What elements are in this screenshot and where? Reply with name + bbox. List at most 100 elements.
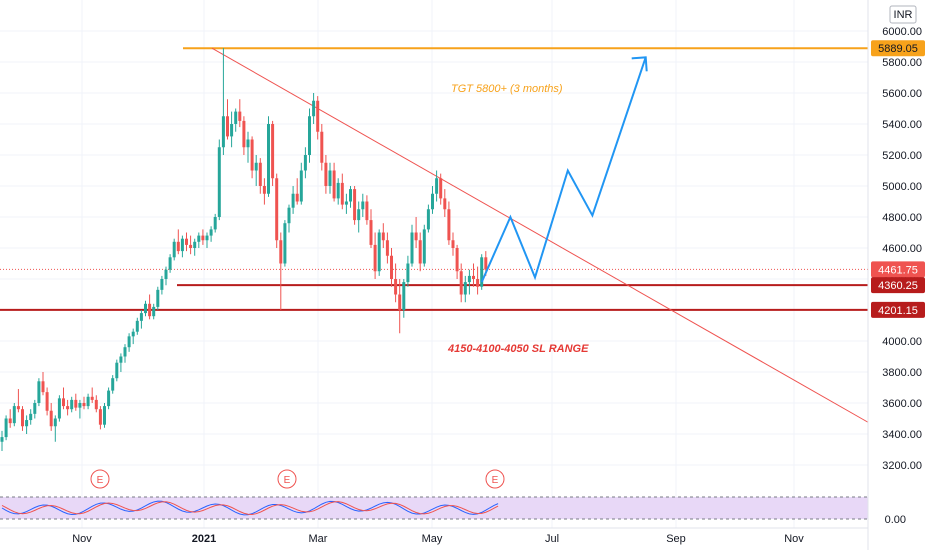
- candle-body: [324, 162, 328, 186]
- candle-body: [103, 406, 106, 425]
- candle-body: [57, 398, 61, 419]
- candle-body: [74, 399, 78, 408]
- candle-body: [279, 240, 283, 264]
- candle-body: [463, 282, 467, 295]
- candle-body: [254, 162, 258, 171]
- candle-body: [373, 244, 377, 272]
- x-tick-label: Jul: [545, 533, 559, 545]
- time-axis: Nov 2021 Mar May Jul Sep Nov: [0, 527, 868, 545]
- candle-body: [135, 320, 139, 332]
- candle-body: [308, 116, 311, 155]
- y-tick-label: 6000.00: [882, 26, 922, 38]
- candle-body: [4, 418, 8, 438]
- candle-body: [459, 271, 463, 295]
- candle-body: [365, 201, 369, 221]
- candle-body: [172, 241, 176, 258]
- price-level-badge: [871, 301, 925, 318]
- candle-body: [168, 257, 172, 270]
- candle-body: [12, 406, 16, 424]
- candle-body: [295, 193, 299, 202]
- candle-body: [78, 403, 82, 408]
- candle-body: [320, 131, 324, 163]
- candle-body: [193, 241, 197, 248]
- candle-body: [33, 403, 37, 414]
- candle-body: [53, 418, 57, 427]
- candle-body: [267, 124, 270, 194]
- oscillator-d-line: [1, 501, 499, 515]
- x-tick-label: Nov: [784, 533, 804, 545]
- price-level-label: 4201.15: [878, 305, 918, 317]
- candle-body: [164, 269, 168, 279]
- candle-body: [410, 232, 414, 264]
- candle-body: [98, 409, 102, 425]
- candle-body: [8, 418, 12, 424]
- candle-body: [217, 147, 221, 217]
- candle-body: [197, 235, 201, 242]
- candle-body: [414, 232, 418, 241]
- candle-body: [312, 100, 316, 117]
- candle-body: [336, 182, 340, 199]
- y-tick-label: 3400.00: [882, 429, 922, 441]
- candle-body: [25, 420, 29, 427]
- candle-body: [246, 139, 250, 148]
- x-tick-label: Nov: [72, 533, 92, 545]
- candle-body: [394, 279, 398, 295]
- y-tick-label: 4000.00: [882, 336, 922, 348]
- y-tick-label: 4800.00: [882, 212, 922, 224]
- candle-body: [29, 413, 33, 421]
- candle-body: [447, 209, 451, 241]
- price-level-badge: [871, 277, 925, 294]
- target-annotation: TGT 5800+ (3 months): [451, 83, 563, 95]
- candle-body: [328, 170, 332, 186]
- currency-badge[interactable]: [889, 5, 917, 24]
- candle-body: [176, 241, 180, 252]
- candle-body: [357, 209, 361, 221]
- projection-layer: [480, 56, 648, 283]
- y-tick-label: 5200.00: [882, 150, 922, 162]
- candle-body: [242, 120, 246, 148]
- candle-body: [82, 403, 86, 407]
- y-tick-label: 5800.00: [882, 57, 922, 69]
- earnings-marker-icon[interactable]: [485, 469, 505, 489]
- x-tick-label: May: [422, 533, 443, 545]
- candle-body: [439, 178, 443, 199]
- price-level-label: 4461.75: [878, 264, 918, 276]
- candle-body: [152, 306, 156, 317]
- candle-body: [369, 220, 373, 245]
- projection-arrowhead: [631, 56, 648, 72]
- earnings-marker-icon[interactable]: [90, 469, 110, 489]
- horizontal-levels: [0, 47, 868, 311]
- candle-body: [406, 263, 410, 283]
- candle-body: [70, 399, 74, 410]
- candle-body: [484, 257, 488, 270]
- oscillator-panel: [0, 496, 874, 520]
- oscillator-band: [0, 497, 874, 519]
- candle-body: [344, 201, 348, 205]
- x-tick-label: Sep: [666, 533, 686, 545]
- candle-body: [418, 240, 422, 264]
- candle-body: [476, 279, 480, 287]
- price-level-badge: [871, 40, 925, 57]
- candle-body: [390, 255, 393, 279]
- candle-body: [205, 235, 209, 241]
- candle-body: [422, 229, 426, 264]
- x-tick-label: Mar: [309, 533, 328, 545]
- price-level-label: 4360.25: [878, 280, 918, 292]
- oscillator-axis-label: 0.00: [885, 514, 906, 526]
- candle-body: [443, 198, 447, 210]
- y-tick-label: 3200.00: [882, 460, 922, 472]
- descending-trendline: [211, 47, 876, 427]
- candle-body: [316, 100, 320, 132]
- candle-body: [37, 381, 41, 403]
- candle-body: [381, 232, 385, 241]
- candle-body: [238, 111, 242, 121]
- earnings-marker-icon[interactable]: [277, 469, 297, 489]
- candle-body: [287, 207, 291, 224]
- candle-body: [115, 362, 119, 379]
- candle-body: [148, 303, 152, 317]
- y-tick-label: 4600.00: [882, 243, 922, 255]
- price-level-badge: [871, 261, 925, 278]
- candle-body: [230, 124, 234, 137]
- y-tick-label: 5400.00: [882, 119, 922, 131]
